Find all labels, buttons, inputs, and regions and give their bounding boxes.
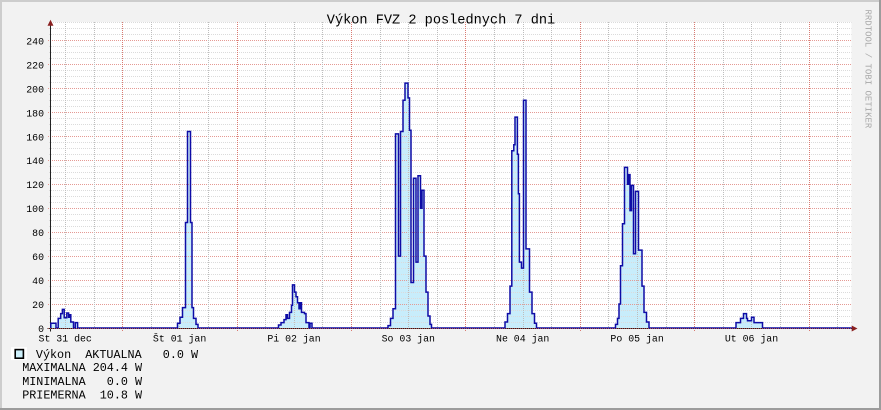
svg-text:100: 100: [26, 204, 44, 215]
svg-text:0: 0: [38, 324, 44, 335]
svg-text:Št 01 jan: Št 01 jan: [153, 334, 206, 345]
svg-text:140: 140: [26, 156, 44, 167]
svg-text:PRIEMERNA 10.8 W: PRIEMERNA 10.8 W: [22, 389, 143, 403]
svg-text:120: 120: [26, 180, 44, 191]
svg-text:200: 200: [26, 84, 44, 95]
svg-text:MINIMALNA 0.0 W: MINIMALNA 0.0 W: [22, 375, 143, 389]
svg-text:180: 180: [26, 108, 44, 119]
svg-text:RRDTOOL / TOBI OETIKER: RRDTOOL / TOBI OETIKER: [863, 10, 873, 129]
svg-text:Výkon AKTUALNA 0.0 W: Výkon AKTUALNA 0.0 W: [36, 348, 199, 362]
svg-text:160: 160: [26, 132, 44, 143]
svg-text:60: 60: [32, 252, 44, 263]
svg-text:St 31 dec: St 31 dec: [39, 334, 92, 345]
svg-text:So 03 jan: So 03 jan: [382, 334, 435, 345]
svg-text:Výkon FVZ 2 poslednych 7 dni: Výkon FVZ 2 poslednych 7 dni: [327, 14, 555, 29]
svg-text:240: 240: [26, 36, 44, 47]
svg-text:Pi 02 jan: Pi 02 jan: [267, 334, 320, 345]
svg-text:20: 20: [32, 300, 44, 311]
svg-text:Ut 06 jan: Ut 06 jan: [725, 334, 778, 345]
svg-text:Ne 04 jan: Ne 04 jan: [496, 334, 549, 345]
svg-text:MAXIMALNA 204.4 W: MAXIMALNA 204.4 W: [22, 361, 143, 375]
svg-text:220: 220: [26, 60, 44, 71]
svg-text:40: 40: [32, 276, 44, 287]
svg-text:Po 05 jan: Po 05 jan: [610, 334, 663, 345]
svg-text:80: 80: [32, 228, 44, 239]
